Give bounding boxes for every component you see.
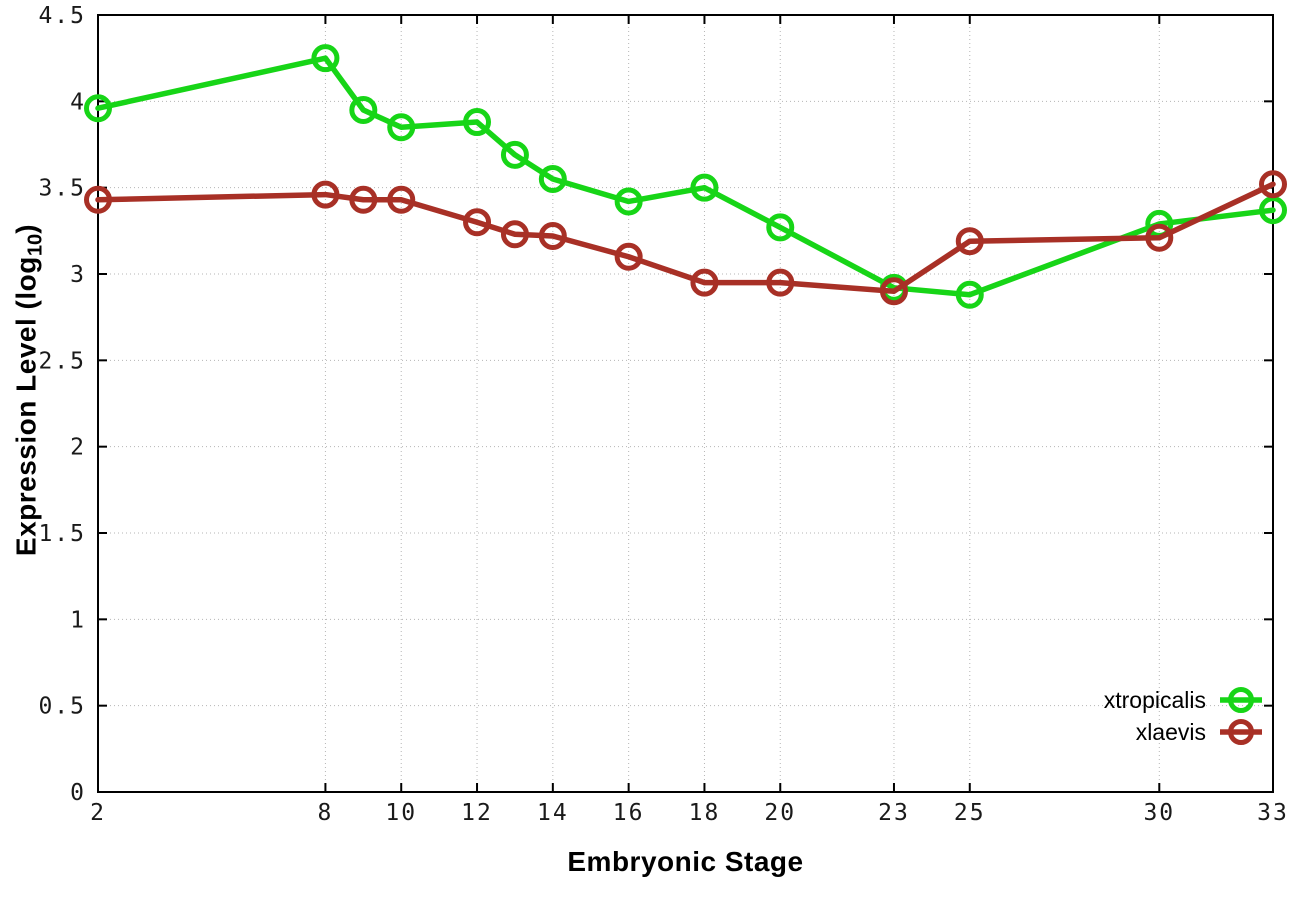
x-tick-label: 33	[1257, 800, 1289, 826]
data-point-marker-xlaevis	[84, 185, 112, 214]
data-point-marker-xlaevis	[955, 227, 984, 256]
legend-sample-xlaevis	[1220, 719, 1262, 745]
data-point-marker-xtropicalis	[311, 44, 340, 73]
legend-sample-marker	[1228, 719, 1254, 745]
data-point-marker-xlaevis	[463, 208, 492, 237]
legend: xtropicalis xlaevis	[1104, 685, 1264, 747]
x-axis-title: Embryonic Stage	[567, 846, 804, 877]
data-point-marker-xtropicalis	[614, 187, 643, 216]
y-tick-label: 3.5	[38, 176, 86, 202]
legend-label: xtropicalis	[1103, 687, 1206, 713]
x-tick-label: 12	[461, 800, 493, 826]
data-point-marker-xlaevis	[614, 242, 643, 271]
data-point-marker-xtropicalis	[84, 94, 112, 123]
data-point-marker-xtropicalis	[538, 165, 567, 194]
data-point-marker-xtropicalis	[463, 108, 492, 137]
legend-label: xlaevis	[1135, 719, 1206, 745]
legend-sample-xtropicalis	[1220, 687, 1262, 713]
data-point-marker-xlaevis	[349, 185, 378, 214]
data-point-marker-xtropicalis	[690, 173, 719, 202]
y-tick-label: 1	[70, 607, 86, 633]
y-tick-label: 3	[70, 262, 86, 288]
data-point-marker-xlaevis	[311, 180, 340, 209]
data-point-marker-xtropicalis	[766, 213, 795, 242]
y-axis-title-subscript: 10	[24, 233, 47, 257]
data-point-marker-xtropicalis	[387, 113, 416, 142]
y-tick-label: 4.5	[38, 3, 86, 29]
data-point-marker-xlaevis	[1259, 170, 1287, 199]
y-tick-label: 2.5	[38, 348, 86, 374]
data-point-marker-xtropicalis	[349, 95, 378, 124]
series-line-xlaevis	[95, 181, 1276, 295]
data-point-marker-xtropicalis	[1259, 196, 1287, 225]
legend-item-xtropicalis: xtropicalis	[1104, 685, 1264, 715]
y-axis-title: Expression Level (log10)	[10, 224, 47, 556]
legend-item-xlaevis: xlaevis	[1136, 717, 1264, 747]
y-tick-label: 4	[70, 89, 86, 115]
data-point-marker-xlaevis	[879, 277, 908, 306]
x-tick-label: 20	[764, 800, 796, 826]
y-tick-label: 1.5	[38, 521, 86, 547]
data-point-marker-xtropicalis	[500, 140, 529, 169]
data-point-marker-xlaevis	[690, 268, 719, 297]
data-point-marker-xlaevis	[538, 222, 567, 251]
y-tick-label: 2	[70, 435, 86, 461]
x-tick-label: 10	[385, 800, 417, 826]
x-tick-label: 14	[537, 800, 569, 826]
data-point-marker-xlaevis	[1145, 223, 1174, 252]
y-tick-label: 0	[70, 780, 86, 806]
x-tick-label: 16	[613, 800, 645, 826]
data-point-marker-xlaevis	[387, 185, 416, 214]
x-tick-label: 8	[317, 800, 333, 826]
series-line-xtropicalis	[95, 55, 1276, 298]
x-tick-label: 23	[878, 800, 910, 826]
x-tick-label: 25	[954, 800, 986, 826]
data-point-marker-xlaevis	[500, 220, 529, 249]
plot-border	[97, 14, 1274, 793]
data-point-marker-xtropicalis	[955, 280, 984, 309]
x-tick-label: 18	[689, 800, 721, 826]
x-tick-label: 2	[90, 800, 106, 826]
data-point-marker-xlaevis	[766, 268, 795, 297]
y-axis-title-close: )	[10, 223, 42, 234]
y-axis-title-text: Expression Level (log	[10, 256, 42, 557]
x-tick-label: 30	[1143, 800, 1175, 826]
y-tick-label: 0.5	[38, 694, 86, 720]
legend-sample-marker	[1228, 687, 1254, 713]
